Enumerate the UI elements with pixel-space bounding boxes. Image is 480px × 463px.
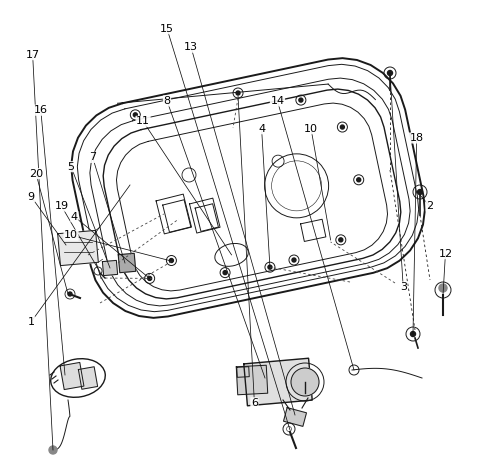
- Circle shape: [357, 178, 360, 182]
- Polygon shape: [78, 367, 97, 389]
- Text: 10: 10: [304, 124, 318, 134]
- Polygon shape: [244, 358, 312, 406]
- Circle shape: [340, 125, 344, 129]
- Text: 8: 8: [164, 96, 170, 106]
- Text: 4: 4: [71, 212, 78, 222]
- Text: 20: 20: [29, 169, 43, 179]
- Circle shape: [299, 98, 303, 102]
- Text: 9: 9: [28, 192, 35, 202]
- Text: 16: 16: [34, 105, 48, 115]
- Circle shape: [223, 270, 227, 275]
- Text: 5: 5: [68, 162, 74, 172]
- Polygon shape: [58, 231, 98, 266]
- Circle shape: [148, 276, 152, 281]
- Polygon shape: [60, 363, 84, 389]
- Circle shape: [439, 284, 447, 292]
- Text: 4: 4: [258, 124, 265, 134]
- Text: 1: 1: [28, 317, 35, 327]
- Polygon shape: [102, 260, 118, 275]
- Circle shape: [68, 292, 72, 296]
- Circle shape: [387, 70, 393, 75]
- Polygon shape: [236, 365, 268, 395]
- Text: 18: 18: [409, 133, 424, 143]
- Text: 12: 12: [438, 249, 453, 259]
- Text: 19: 19: [54, 201, 69, 211]
- Circle shape: [133, 113, 137, 117]
- Circle shape: [49, 446, 57, 454]
- Text: 6: 6: [251, 398, 258, 408]
- Polygon shape: [118, 253, 136, 273]
- Text: 14: 14: [270, 96, 285, 106]
- Circle shape: [410, 332, 416, 337]
- Text: 7: 7: [89, 152, 96, 163]
- Circle shape: [236, 91, 240, 95]
- Circle shape: [418, 189, 422, 194]
- Text: 17: 17: [25, 50, 40, 60]
- Circle shape: [268, 265, 272, 269]
- Text: 11: 11: [136, 116, 150, 126]
- Polygon shape: [284, 407, 306, 426]
- Text: 3: 3: [400, 282, 407, 292]
- Circle shape: [292, 258, 296, 262]
- Circle shape: [169, 258, 173, 263]
- Text: 10: 10: [64, 230, 78, 240]
- Circle shape: [339, 238, 343, 242]
- Text: 13: 13: [184, 42, 198, 52]
- Text: 15: 15: [160, 24, 174, 34]
- Ellipse shape: [291, 368, 319, 396]
- Text: 2: 2: [426, 201, 433, 211]
